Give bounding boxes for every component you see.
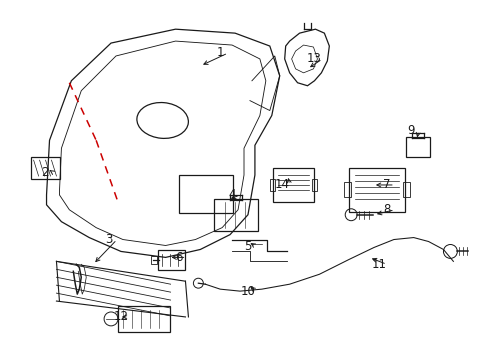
Text: 11: 11 bbox=[371, 258, 386, 271]
Text: 7: 7 bbox=[383, 179, 390, 192]
Text: 12: 12 bbox=[113, 310, 128, 323]
Text: 6: 6 bbox=[174, 251, 182, 264]
Text: 9: 9 bbox=[406, 124, 414, 137]
Text: 5: 5 bbox=[244, 240, 251, 253]
Text: 10: 10 bbox=[240, 285, 255, 298]
Text: 1: 1 bbox=[216, 46, 224, 59]
Text: 8: 8 bbox=[383, 203, 390, 216]
Text: 2: 2 bbox=[41, 166, 48, 179]
Text: 13: 13 bbox=[306, 53, 321, 66]
Text: 14: 14 bbox=[274, 179, 288, 192]
Text: 3: 3 bbox=[105, 233, 113, 246]
Text: 4: 4 bbox=[228, 188, 235, 201]
